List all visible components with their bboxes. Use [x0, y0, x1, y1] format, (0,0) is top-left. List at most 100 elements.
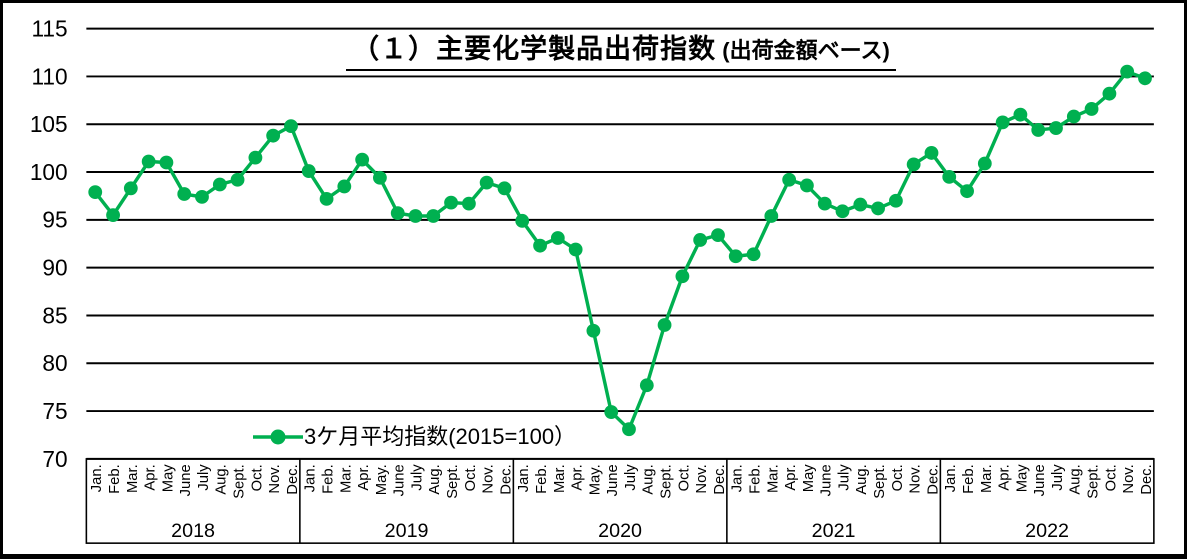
data-point-2022-8	[1066, 109, 1081, 124]
month-label-2022-Sept: Sept.	[1086, 464, 1102, 498]
month-label-2021-Oct: Oct.	[890, 464, 906, 491]
data-point-2018-5	[159, 155, 174, 170]
month-label-2021-Mar: Mar.	[765, 464, 781, 493]
data-point-2022-5	[1013, 107, 1028, 122]
month-label-2021-Feb: Feb.	[747, 464, 763, 494]
data-point-2019-8	[426, 209, 441, 223]
month-label-2019-May: May.	[374, 464, 390, 495]
month-label-2019-Sept: Sept.	[445, 464, 461, 498]
data-point-2019-7	[408, 209, 423, 223]
month-label-2021-Dec: Dec.	[925, 464, 941, 494]
data-point-2020-5	[586, 323, 601, 338]
data-point-2022-9	[1084, 102, 1099, 116]
month-label-2019-Nov: Nov.	[481, 464, 497, 493]
year-label-2020: 2020	[598, 520, 642, 542]
data-point-2018-10	[248, 150, 263, 165]
data-point-2019-12	[497, 181, 512, 196]
month-label-2020-Nov: Nov.	[694, 464, 710, 493]
month-label-2021-July: July	[836, 464, 852, 491]
data-point-2021-11	[906, 157, 921, 172]
year-label-2022: 2022	[1025, 520, 1069, 542]
data-point-2021-5	[800, 178, 814, 193]
month-label-2020-Feb: Feb.	[534, 464, 550, 494]
data-point-2022-3	[977, 156, 992, 171]
data-point-2020-7	[622, 422, 636, 437]
data-point-2019-9	[444, 195, 458, 210]
month-label-2020-Dec: Dec.	[712, 464, 728, 494]
month-label-2022-Jan: Jan.	[943, 464, 959, 492]
data-point-2022-1	[942, 169, 957, 184]
data-point-2021-7	[835, 204, 850, 219]
year-label-2019: 2019	[385, 520, 429, 542]
y-tick-label-115: 115	[32, 16, 68, 42]
month-label-2018-Oct: Oct.	[249, 464, 265, 491]
data-point-2022-4	[995, 115, 1010, 130]
month-label-2020-Apr: Apr.	[570, 464, 586, 490]
month-label-2020-Oct: Oct.	[676, 464, 692, 491]
data-point-2020-3	[550, 231, 565, 245]
month-label-2022-June: June	[1032, 464, 1048, 496]
legend-label: 3ケ月平均指数(2015=100）	[304, 424, 577, 449]
month-label-2018-May: May	[160, 464, 176, 493]
month-label-2018-Aug: Aug.	[214, 464, 230, 494]
x-axis-band	[85, 458, 1155, 544]
data-point-2022-10	[1102, 86, 1117, 101]
month-label-2022-Aug: Aug.	[1068, 464, 1084, 494]
y-tick-label-105: 105	[30, 111, 68, 137]
month-label-2019-Mar: Mar.	[338, 464, 354, 493]
data-point-2020-1	[515, 213, 530, 228]
data-point-2021-1	[728, 249, 743, 264]
month-label-2019-June: June	[392, 464, 408, 496]
data-point-2018-11	[266, 128, 281, 143]
data-point-2019-6	[390, 206, 405, 221]
month-label-2022-Nov: Nov.	[1121, 464, 1137, 493]
data-point-2020-9	[657, 318, 672, 332]
data-point-2018-12	[284, 119, 298, 134]
data-point-2021-10	[889, 193, 903, 208]
data-point-2020-6	[604, 405, 619, 419]
month-label-2020-May: May.	[587, 464, 603, 495]
data-point-2018-1	[88, 185, 103, 200]
data-point-2019-3	[337, 179, 352, 194]
data-point-2021-3	[764, 209, 779, 223]
data-point-2018-9	[230, 172, 245, 187]
data-point-2021-6	[817, 196, 832, 211]
y-tick-label-95: 95	[42, 207, 67, 233]
month-label-2019-Dec: Dec.	[498, 464, 514, 494]
y-tick-label-100: 100	[30, 159, 68, 185]
month-label-2021-Aug: Aug.	[854, 464, 870, 494]
data-point-2022-11	[1120, 64, 1135, 79]
y-tick-label-70: 70	[42, 446, 67, 472]
data-point-2021-9	[871, 201, 885, 216]
data-point-2021-8	[853, 197, 868, 212]
month-label-2020-July: July	[623, 464, 639, 491]
data-point-2018-4	[141, 154, 156, 169]
data-point-2019-2	[319, 191, 334, 206]
data-point-2022-12	[1138, 71, 1152, 86]
data-point-2020-12	[711, 228, 725, 243]
month-label-2019-Apr: Apr.	[356, 464, 372, 490]
month-label-2021-Nov: Nov.	[908, 464, 924, 493]
data-point-2021-2	[746, 247, 761, 262]
month-label-2018-July: July	[196, 464, 212, 491]
month-label-2021-Sept: Sept.	[872, 464, 888, 498]
data-point-2018-2	[106, 208, 120, 223]
month-label-2019-Oct: Oct.	[463, 464, 479, 491]
data-point-2018-7	[195, 189, 209, 204]
month-label-2021-June: June	[819, 464, 835, 496]
month-label-2018-Jan: Jan.	[89, 464, 105, 492]
month-label-2019-Feb: Feb.	[320, 464, 336, 494]
month-label-2019-July: July	[409, 464, 425, 491]
y-tick-label-80: 80	[42, 350, 67, 376]
month-label-2020-Jan: Jan.	[516, 464, 532, 492]
series-line	[93, 69, 1147, 431]
month-label-2022-May: May	[1014, 464, 1030, 493]
data-point-2020-11	[693, 233, 708, 247]
month-label-2020-Sept: Sept.	[659, 464, 675, 498]
data-point-2020-10	[675, 269, 690, 284]
data-point-2021-4	[782, 172, 797, 187]
data-point-2019-11	[479, 175, 494, 190]
month-label-2018-Sept: Sept.	[232, 464, 248, 498]
